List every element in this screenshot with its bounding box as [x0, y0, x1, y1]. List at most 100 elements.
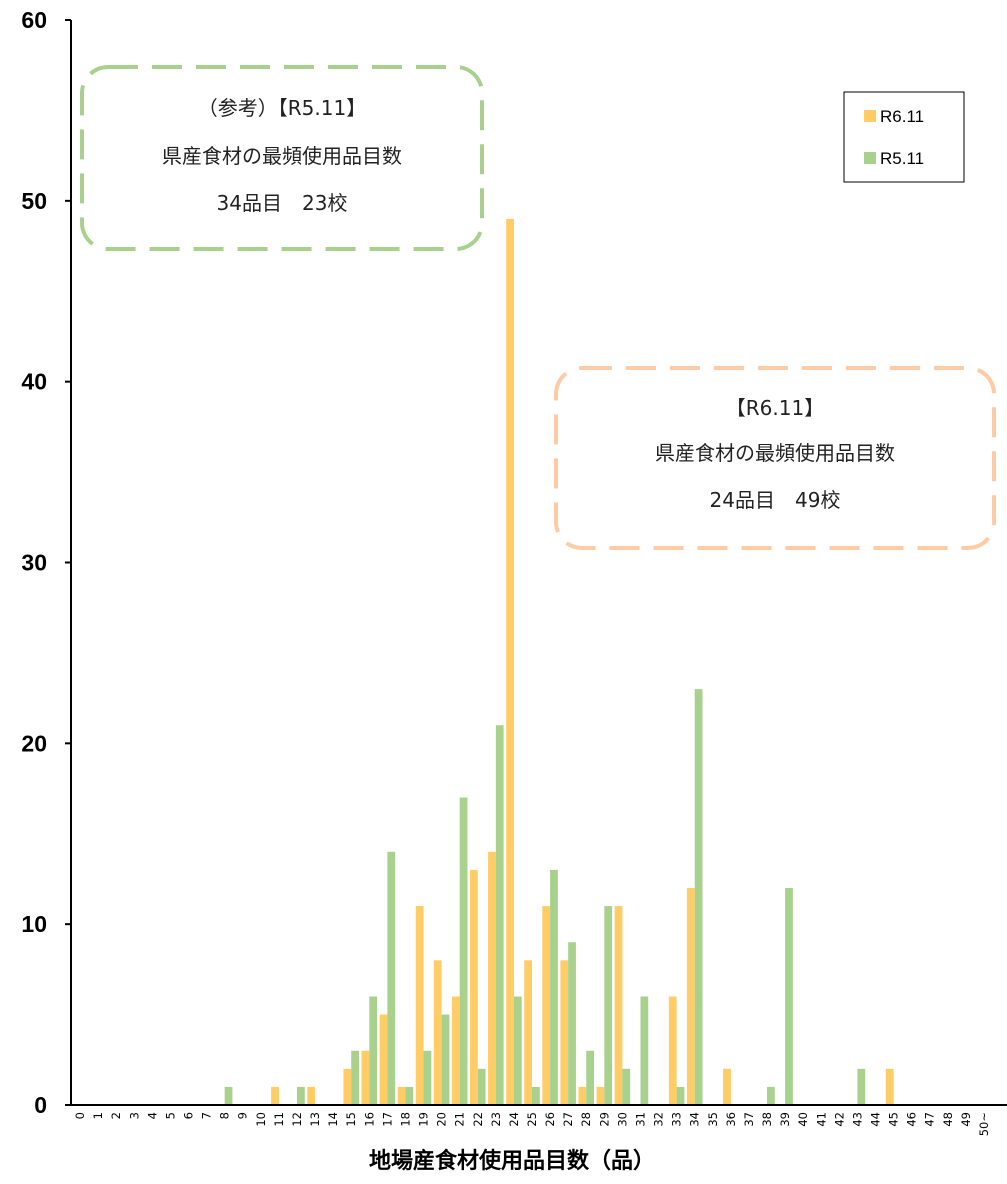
x-tick-label-1: 1 — [91, 1112, 105, 1119]
annotation-r6-line-2: 県産食材の最頻使用品目数 — [655, 441, 895, 465]
x-tick-label-8: 8 — [218, 1112, 232, 1119]
x-tick-label-39: 39 — [778, 1112, 792, 1127]
bar-r5-24 — [513, 996, 522, 1105]
bar-r5-43 — [857, 1068, 866, 1105]
x-tick-label-19: 19 — [417, 1112, 431, 1127]
bar-r6-30 — [614, 906, 623, 1105]
bar-r5-18 — [405, 1086, 414, 1105]
bar-r6-29 — [596, 1086, 605, 1105]
x-tick-label-14: 14 — [326, 1112, 340, 1127]
y-tick-label-10: 10 — [21, 911, 47, 937]
bar-r5-39 — [785, 888, 793, 1105]
x-tick-label-45: 45 — [887, 1112, 901, 1127]
bar-r5-34 — [694, 689, 703, 1105]
legend-frame — [843, 91, 965, 183]
bar-r6-15 — [343, 1068, 352, 1105]
bar-r6-28 — [578, 1086, 587, 1105]
x-tick-label-21: 21 — [453, 1112, 467, 1127]
bar-r6-26 — [542, 906, 551, 1105]
bar-r5-12 — [296, 1086, 305, 1105]
bar-r6-24 — [506, 218, 514, 1106]
x-tick-label-27: 27 — [561, 1112, 575, 1127]
x-tick-label-5: 5 — [163, 1112, 177, 1119]
bar-r6-17 — [379, 1014, 388, 1105]
annotation-r5-line-1: （参考）【R5.11】 — [198, 96, 366, 120]
x-tick-label-17: 17 — [380, 1112, 394, 1127]
bar-r6-22 — [469, 869, 478, 1105]
x-tick-label-37: 37 — [742, 1112, 756, 1127]
bar-r5-26 — [550, 869, 558, 1105]
x-tick-label-30: 30 — [615, 1112, 629, 1127]
x-tick-label-25: 25 — [525, 1112, 539, 1127]
x-tick-label-28: 28 — [579, 1112, 593, 1127]
y-tick-label-0: 0 — [34, 1092, 47, 1118]
legend-label-r6: R6.11 — [880, 107, 924, 126]
bar-r6-20 — [433, 960, 442, 1105]
bar-r6-36 — [723, 1068, 731, 1105]
x-tick-labels: 0 1 2 3 4 5 6 7 8 9 10 11 12 13 14 15 16 17 18 19 20 21 22 23 24… — [73, 1112, 991, 1136]
x-tick-label-29: 29 — [597, 1112, 611, 1127]
x-tick-label-38: 38 — [760, 1112, 774, 1127]
bar-r6-13 — [307, 1086, 316, 1105]
x-tick-label-33: 33 — [670, 1112, 684, 1127]
x-tick-label-10: 10 — [254, 1112, 268, 1127]
x-tick-label-3: 3 — [127, 1112, 141, 1119]
annotation-r5-border — [80, 65, 484, 251]
legend-swatch-r6 — [864, 110, 876, 122]
annotation-r6-line-3: 24品目 49校 — [710, 488, 841, 512]
x-tick-label-0: 0 — [73, 1112, 87, 1119]
bar-r6-11 — [271, 1086, 279, 1105]
x-tick-label-6: 6 — [182, 1112, 196, 1119]
annotation-r6-box: 【R6.11】 県産食材の最頻使用品目数 24品目 49校 — [554, 366, 996, 550]
x-tick-label-15: 15 — [344, 1112, 358, 1127]
bar-r5-19 — [423, 1050, 432, 1105]
x-tick-label-20: 20 — [435, 1112, 449, 1127]
x-tick-label-48: 48 — [941, 1112, 955, 1127]
bar-r6-23 — [488, 851, 496, 1105]
bar-r5-16 — [369, 996, 378, 1105]
x-tick-label-11: 11 — [272, 1112, 286, 1127]
x-tick-label-2: 2 — [109, 1112, 123, 1119]
bar-r6-25 — [524, 960, 532, 1105]
bar-r5-22 — [477, 1068, 486, 1105]
legend-label-r5: R5.11 — [880, 149, 924, 168]
x-axis-label: 地場産食材使用品目数（品） — [369, 1148, 655, 1174]
bar-r6-19 — [415, 906, 424, 1105]
x-tick-label-50~: 50~ — [977, 1112, 991, 1136]
annotation-r6-line-1: 【R6.11】 — [726, 396, 824, 420]
bar-r5-28 — [586, 1050, 595, 1105]
annotation-r5-box: （参考）【R5.11】 県産食材の最頻使用品目数 34品目 23校 — [80, 65, 484, 251]
x-tick-label-44: 44 — [869, 1112, 883, 1127]
x-tick-label-12: 12 — [290, 1112, 304, 1127]
x-tick-label-13: 13 — [308, 1112, 322, 1127]
x-tick-label-46: 46 — [905, 1112, 919, 1127]
annotation-r5-line-3: 34品目 23校 — [217, 191, 348, 215]
y-tick-labels: 0 10 20 30 40 50 60 — [21, 7, 47, 1118]
x-tick-label-47: 47 — [923, 1112, 937, 1127]
x-tick-label-18: 18 — [399, 1112, 413, 1127]
x-tick-label-22: 22 — [471, 1112, 485, 1127]
x-tick-label-43: 43 — [850, 1112, 864, 1127]
x-tick-label-4: 4 — [145, 1112, 159, 1119]
bar-r5-21 — [459, 797, 468, 1105]
bar-r5-15 — [351, 1050, 359, 1105]
bar-r6-45 — [885, 1068, 894, 1105]
bar-r6-34 — [686, 888, 695, 1105]
bar-r5-8 — [224, 1086, 233, 1105]
bar-r5-17 — [387, 851, 396, 1105]
bar-r6-27 — [560, 960, 569, 1105]
bar-r6-18 — [397, 1086, 406, 1105]
legend-swatch-r5 — [864, 152, 876, 164]
legend: R6.11 R5.11 — [843, 91, 965, 183]
annotation-r5-line-2: 県産食材の最頻使用品目数 — [162, 144, 402, 168]
x-tick-label-9: 9 — [236, 1112, 250, 1119]
bar-r6-33 — [668, 996, 677, 1105]
y-tick-label-60: 60 — [21, 7, 47, 33]
bar-r5-20 — [441, 1014, 450, 1105]
x-tick-label-41: 41 — [814, 1112, 828, 1127]
bar-r5-33 — [676, 1086, 685, 1105]
x-tick-label-35: 35 — [706, 1112, 720, 1127]
bar-r5-23 — [495, 725, 504, 1105]
bar-r5-27 — [568, 942, 576, 1105]
